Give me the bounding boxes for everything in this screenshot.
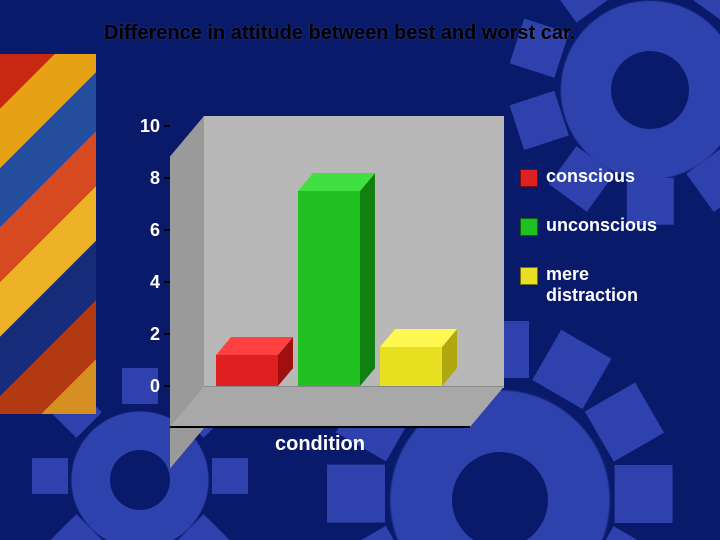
bar-mere-distraction [380, 347, 442, 386]
legend-label: mere distraction [546, 264, 680, 305]
y-tick-label: 6 [124, 220, 160, 241]
legend-item-conscious: conscious [520, 166, 680, 187]
legend-label: conscious [546, 166, 635, 187]
bar-conscious [216, 355, 278, 386]
y-tick-label: 10 [124, 116, 160, 137]
legend-item-unconscious: unconscious [520, 215, 680, 236]
y-tick [164, 177, 170, 179]
bar-unconscious [298, 191, 360, 386]
bar-chart: 0246810 condition conscious unconscious [120, 126, 650, 486]
legend-item-mere-distraction: mere distraction [520, 264, 680, 305]
y-tick [164, 281, 170, 283]
legend-swatch [520, 218, 538, 236]
y-tick [164, 125, 170, 127]
left-color-panel [0, 54, 96, 414]
plot-area: 0246810 condition [170, 126, 470, 426]
y-tick-label: 2 [124, 324, 160, 345]
chart-floor [170, 386, 470, 426]
legend-swatch [520, 169, 538, 187]
y-tick [164, 229, 170, 231]
legend: conscious unconscious mere distraction [520, 166, 680, 333]
y-tick-label: 0 [124, 376, 160, 397]
legend-label: unconscious [546, 215, 657, 236]
x-axis-label: condition [170, 433, 470, 456]
y-tick [164, 333, 170, 335]
legend-swatch [520, 267, 538, 285]
y-tick-label: 8 [124, 168, 160, 189]
slide: Difference in attitude between best and … [0, 0, 720, 540]
y-tick-label: 4 [124, 272, 160, 293]
slide-title: Difference in attitude between best and … [104, 22, 680, 45]
